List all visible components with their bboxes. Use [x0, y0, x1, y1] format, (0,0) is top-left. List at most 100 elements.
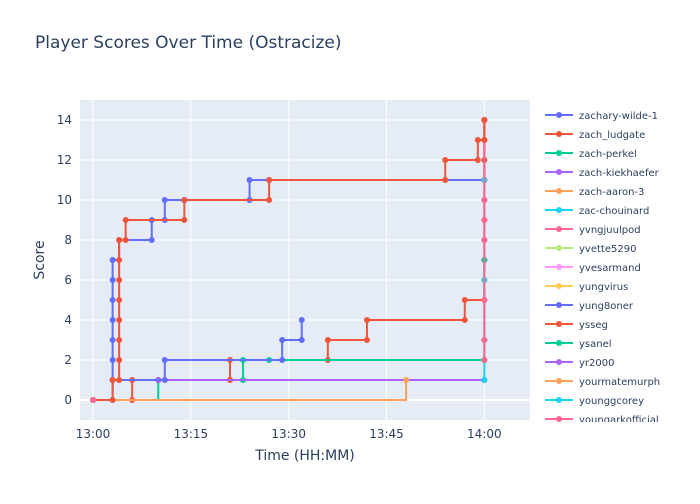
legend-item[interactable]: zachary-wilde-1	[545, 111, 658, 122]
data-point	[116, 317, 123, 323]
legend-item[interactable]: yungvirus	[545, 282, 628, 293]
y-tick-label: 4	[64, 313, 72, 327]
legend-label: yvngjuulpod	[579, 225, 641, 236]
data-point	[161, 357, 168, 363]
legend-swatch-marker	[556, 416, 562, 422]
data-point	[116, 237, 123, 243]
legend-item[interactable]: zac-chouinard	[545, 206, 649, 217]
x-tick-label: 14:00	[467, 427, 502, 441]
data-point	[298, 317, 305, 323]
legend-label: zac-chouinard	[579, 206, 649, 217]
data-point	[116, 257, 123, 263]
data-point	[109, 257, 116, 263]
plot-background	[80, 100, 530, 420]
data-point	[461, 317, 468, 323]
legend-item[interactable]: ysseg	[545, 320, 608, 331]
legend-swatch-marker	[556, 112, 562, 118]
data-point	[116, 357, 123, 363]
data-point	[324, 337, 331, 343]
data-point	[481, 297, 488, 303]
legend-label: ysseg	[579, 320, 608, 331]
x-axis-ticks: 13:00 13:15 13:30 13:45 14:00	[76, 427, 502, 441]
y-tick-label: 10	[57, 193, 72, 207]
y-tick-label: 12	[57, 153, 72, 167]
legend-item[interactable]: zach-aaron-3	[545, 187, 644, 198]
legend-label: zach-kiekhaefer	[579, 168, 660, 179]
data-point	[363, 337, 370, 343]
legend-item[interactable]: youngarkofficial	[545, 415, 659, 426]
data-point	[481, 117, 488, 123]
legend-swatch-marker	[556, 169, 562, 175]
legend-swatch-marker	[556, 378, 562, 384]
legend-item[interactable]: zach-kiekhaefer	[545, 168, 660, 179]
y-tick-label: 0	[64, 393, 72, 407]
legend-item[interactable]: younggcorey	[545, 396, 644, 407]
legend-swatch-marker	[556, 226, 562, 232]
legend[interactable]: zachary-wilde-1 zach_ludgate zach-perkel za…	[545, 111, 660, 426]
legend-swatch-marker	[556, 131, 562, 137]
data-point	[461, 297, 468, 303]
legend-item[interactable]: zach_ludgate	[545, 130, 645, 141]
legend-label: yvesarmand	[579, 263, 641, 274]
legend-swatch-marker	[556, 283, 562, 289]
legend-swatch-marker	[556, 397, 562, 403]
y-axis-label: Score	[32, 240, 48, 279]
legend-item[interactable]: yvette5290	[545, 244, 636, 255]
data-point	[116, 377, 123, 383]
data-point	[181, 197, 188, 203]
legend-item[interactable]: yung8oner	[545, 301, 634, 312]
y-axis-ticks: 0 2 4 6 8 10 12 14	[57, 113, 72, 407]
data-point	[116, 337, 123, 343]
legend-label: zach_ludgate	[579, 130, 645, 141]
legend-label: yungvirus	[579, 282, 628, 293]
legend-item[interactable]: yvngjuulpod	[545, 225, 641, 236]
legend-item[interactable]: zach-perkel	[545, 149, 637, 160]
data-point	[266, 197, 273, 203]
data-point	[116, 297, 123, 303]
data-point	[363, 317, 370, 323]
legend-item[interactable]: yourmatemurph	[545, 377, 660, 388]
data-point	[116, 277, 123, 283]
data-point	[403, 377, 410, 383]
data-point	[442, 157, 449, 163]
legend-label: younggcorey	[579, 396, 644, 407]
legend-swatch-marker	[556, 188, 562, 194]
data-point	[481, 357, 488, 363]
data-point	[246, 177, 253, 183]
legend-item[interactable]: ysanel	[545, 339, 612, 350]
data-point	[474, 157, 481, 163]
legend-label: zach-perkel	[579, 149, 637, 160]
legend-swatch-marker	[556, 302, 562, 308]
data-point	[122, 217, 129, 223]
data-point	[109, 297, 116, 303]
x-tick-label: 13:15	[174, 427, 209, 441]
data-point	[481, 237, 488, 243]
data-point	[481, 217, 488, 223]
legend-label: ysanel	[579, 339, 612, 350]
data-point	[298, 337, 305, 343]
legend-item[interactable]: yvesarmand	[545, 263, 641, 274]
legend-label: yung8oner	[579, 301, 634, 312]
legend-item[interactable]: yr2000	[545, 358, 614, 369]
data-point	[481, 197, 488, 203]
legend-swatch-marker	[556, 340, 562, 346]
legend-label: zach-aaron-3	[579, 187, 644, 198]
y-tick-label: 2	[64, 353, 72, 367]
data-point	[474, 137, 481, 143]
data-point	[279, 337, 286, 343]
legend-label: youngarkofficial	[579, 415, 659, 426]
chart-title: Player Scores Over Time (Ostracize)	[35, 33, 342, 53]
data-point	[279, 357, 286, 363]
data-point	[122, 237, 129, 243]
x-tick-label: 13:00	[76, 427, 111, 441]
legend-label: yvette5290	[579, 244, 636, 255]
series-group	[90, 117, 488, 403]
series-youngarkofficial	[90, 397, 97, 403]
data-point	[109, 317, 116, 323]
y-tick-label: 6	[64, 273, 72, 287]
data-point	[266, 177, 273, 183]
series-line	[93, 380, 408, 401]
legend-swatch-marker	[556, 264, 562, 270]
